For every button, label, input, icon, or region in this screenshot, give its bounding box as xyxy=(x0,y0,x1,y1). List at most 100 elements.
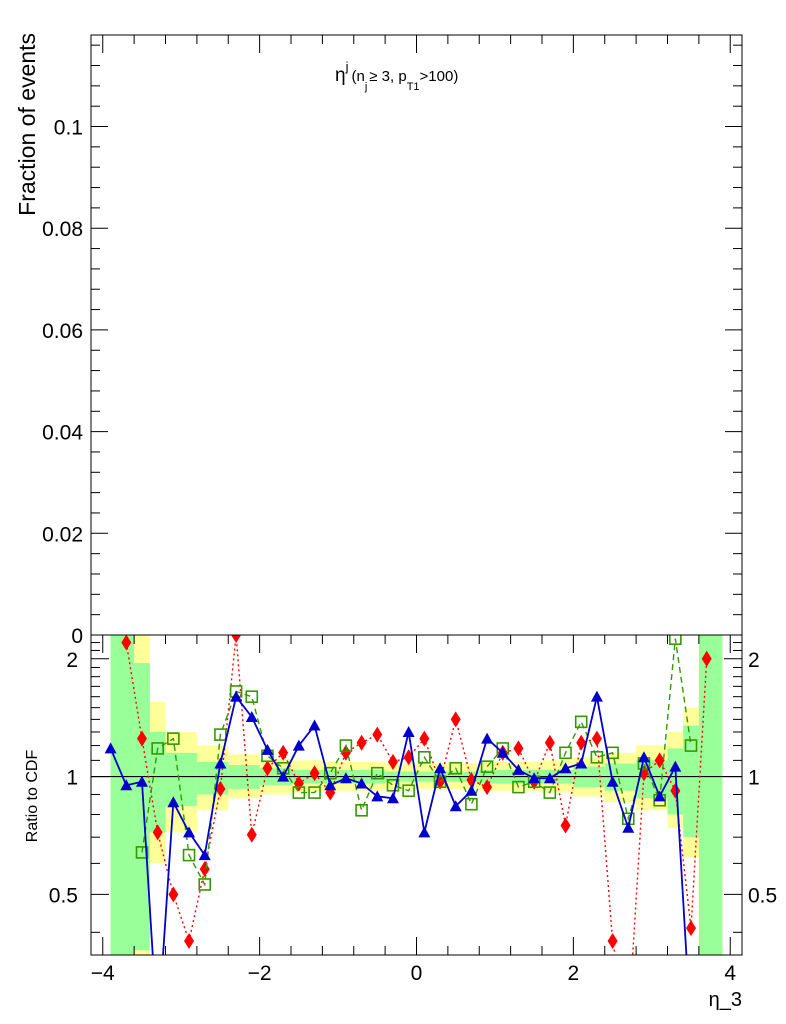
data-point xyxy=(450,711,461,728)
data-point xyxy=(543,772,556,784)
data-point xyxy=(386,778,400,792)
upper-y-tick-label: 0.08 xyxy=(42,218,83,241)
lower-y-tick-label-right: 1 xyxy=(748,767,760,790)
data-point xyxy=(136,730,147,747)
data-point xyxy=(121,635,132,651)
data-point xyxy=(339,772,352,784)
data-point xyxy=(278,744,289,761)
data-point xyxy=(356,734,367,751)
x-axis-label: η_3 xyxy=(709,989,742,1011)
data-point xyxy=(512,780,525,794)
lower-y-tick-label-right: 0.5 xyxy=(748,884,777,907)
data-point xyxy=(418,826,431,838)
x-tick-label: −2 xyxy=(248,962,272,985)
x-tick-label: 0 xyxy=(411,962,423,985)
data-point xyxy=(543,786,557,799)
data-point xyxy=(669,635,682,646)
lower-frame xyxy=(90,634,743,956)
data-point xyxy=(231,635,242,643)
data-point xyxy=(465,797,478,811)
data-point xyxy=(245,710,258,722)
upper-y-tick-label: 0 xyxy=(71,625,83,648)
data-point xyxy=(230,690,243,702)
green-band-bin xyxy=(698,635,723,955)
data-point xyxy=(135,846,149,859)
uncertainty-bands xyxy=(110,635,723,955)
data-point xyxy=(261,743,274,755)
data-point xyxy=(245,690,259,703)
data-point xyxy=(323,766,337,780)
series-triangle xyxy=(104,690,688,955)
data-point xyxy=(402,725,415,737)
data-point xyxy=(622,821,635,833)
x-tick-label: 2 xyxy=(568,962,580,985)
data-point xyxy=(370,766,384,780)
data-point xyxy=(152,824,163,841)
data-point xyxy=(387,753,398,770)
data-point xyxy=(590,751,604,764)
data-point xyxy=(151,742,164,755)
data-point xyxy=(544,734,555,751)
data-point xyxy=(308,719,321,731)
lower-y-tick-label-right: 2 xyxy=(748,649,760,672)
data-point xyxy=(371,790,384,802)
data-point xyxy=(653,790,666,802)
data-point xyxy=(434,762,447,774)
data-point xyxy=(513,740,524,757)
data-point xyxy=(528,772,541,784)
data-point xyxy=(167,732,180,745)
data-point xyxy=(183,826,196,838)
series-layer xyxy=(104,635,712,955)
upper-y-tick-label: 0.02 xyxy=(42,523,83,546)
upper-frame xyxy=(90,34,743,636)
upper-y-tick-label: 0.1 xyxy=(54,117,83,140)
data-point xyxy=(182,848,196,862)
data-point xyxy=(686,920,697,937)
data-point xyxy=(355,777,368,789)
lower-y-tick-label: 0.5 xyxy=(49,884,78,907)
data-point xyxy=(120,779,133,791)
data-point xyxy=(606,775,619,787)
green-band-bin xyxy=(683,725,699,838)
data-point xyxy=(167,796,180,808)
data-point xyxy=(292,739,305,751)
data-point xyxy=(308,786,321,799)
data-point xyxy=(309,765,320,782)
data-point xyxy=(277,770,290,782)
data-point xyxy=(402,784,415,798)
data-point xyxy=(135,775,148,787)
data-point xyxy=(607,933,618,950)
data-point xyxy=(449,800,462,812)
data-point xyxy=(496,746,509,758)
data-point xyxy=(684,739,698,752)
data-point xyxy=(591,730,602,747)
data-point xyxy=(168,886,179,903)
data-point xyxy=(246,826,257,843)
green-band-bin xyxy=(134,663,150,951)
data-point xyxy=(575,757,588,769)
data-point xyxy=(324,779,337,791)
x-tick-label: 4 xyxy=(724,962,736,985)
green-band-bin xyxy=(110,635,135,955)
lower-axes: 0.5 0.5 1 1 2 2 −4 −2 0 2 4 xyxy=(49,635,777,985)
lower-y-tick-label: 2 xyxy=(66,649,78,672)
data-point xyxy=(576,734,587,751)
data-point xyxy=(104,742,117,754)
series-line xyxy=(109,694,688,955)
data-point xyxy=(465,784,478,796)
data-point xyxy=(215,780,226,797)
data-point xyxy=(560,817,571,834)
data-point xyxy=(214,757,227,769)
upper-y-axis-label: Fraction of events xyxy=(14,33,40,216)
data-point xyxy=(559,746,572,760)
upper-y-tick-label: 0.06 xyxy=(42,320,83,343)
data-point xyxy=(198,849,211,861)
data-point xyxy=(480,760,494,773)
upper-axes: 0 0.02 0.04 0.06 0.08 0.1 xyxy=(42,35,742,648)
data-point xyxy=(559,762,572,774)
data-point xyxy=(262,760,273,777)
data-point xyxy=(419,730,430,747)
data-point xyxy=(669,760,682,772)
lower-y-tick-label: 1 xyxy=(66,767,78,790)
data-point xyxy=(184,933,195,950)
